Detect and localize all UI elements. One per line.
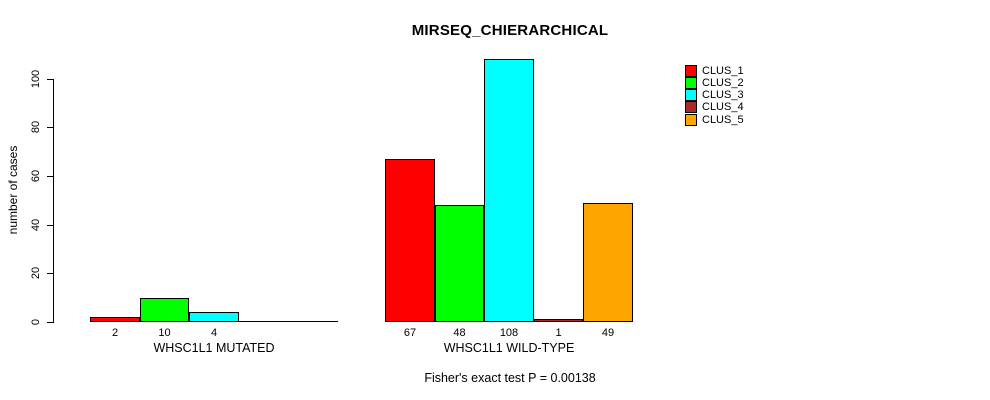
annotation-text: Fisher's exact test P = 0.00138	[424, 371, 596, 385]
bar-clus_1	[90, 317, 140, 322]
legend-item-label: CLUS_5	[702, 113, 744, 126]
legend-swatch-icon	[685, 113, 697, 126]
y-axis-tick	[47, 322, 53, 323]
bar-value-label: 49	[601, 327, 615, 339]
y-axis-tick-label: 20	[30, 266, 42, 280]
bar-clus_3	[484, 59, 534, 322]
y-axis-tick-label: 60	[30, 169, 42, 183]
bar-value-label: 1	[555, 327, 562, 339]
x-group-label: WHSC1L1 WILD-TYPE	[443, 341, 575, 355]
legend-item: CLUS_4	[685, 101, 744, 114]
x-group-label: WHSC1L1 MUTATED	[153, 341, 275, 355]
bar-value-label: 108	[499, 327, 519, 339]
bar-value-label: 67	[403, 327, 417, 339]
bar-clus_1	[385, 159, 435, 322]
legend-swatch-icon	[685, 64, 697, 77]
legend-item-label: CLUS_4	[702, 101, 744, 114]
legend-swatch-icon	[685, 101, 697, 114]
chart-title: MIRSEQ_CHIERARCHICAL	[411, 22, 609, 39]
legend-swatch-icon	[685, 89, 697, 102]
y-axis-tick-label: 0	[30, 318, 42, 326]
bar-clus_4	[534, 319, 583, 322]
bar-clus_2	[435, 205, 484, 322]
legend-item: CLUS_3	[685, 89, 744, 102]
y-axis-label: number of cases	[6, 145, 20, 235]
y-axis-tick-label: 80	[30, 120, 42, 134]
bar-value-label: 4	[210, 327, 218, 339]
legend-item-label: CLUS_3	[702, 89, 744, 102]
y-axis-tick-label: 100	[30, 69, 42, 89]
bar-value-label: 2	[111, 327, 119, 339]
bar-clus_2	[140, 298, 189, 322]
legend-item-label: CLUS_2	[702, 76, 744, 89]
y-axis-tick	[47, 79, 53, 80]
y-axis-tick	[47, 127, 53, 128]
bar-value-label: 10	[158, 327, 171, 339]
legend-item: CLUS_1	[685, 64, 744, 77]
bar-value-label: 48	[453, 327, 466, 339]
y-axis-tick	[47, 273, 53, 274]
y-axis-tick	[47, 225, 53, 226]
legend-swatch-icon	[685, 76, 697, 89]
legend-item: CLUS_5	[685, 113, 744, 126]
legend-item: CLUS_2	[685, 76, 744, 89]
y-axis-tick	[47, 176, 53, 177]
y-axis-line	[53, 79, 54, 323]
bar-clus_5	[583, 203, 633, 322]
legend-item-label: CLUS_1	[702, 64, 744, 77]
y-axis-tick-label: 40	[30, 218, 42, 232]
bar-clus_3	[189, 312, 239, 322]
